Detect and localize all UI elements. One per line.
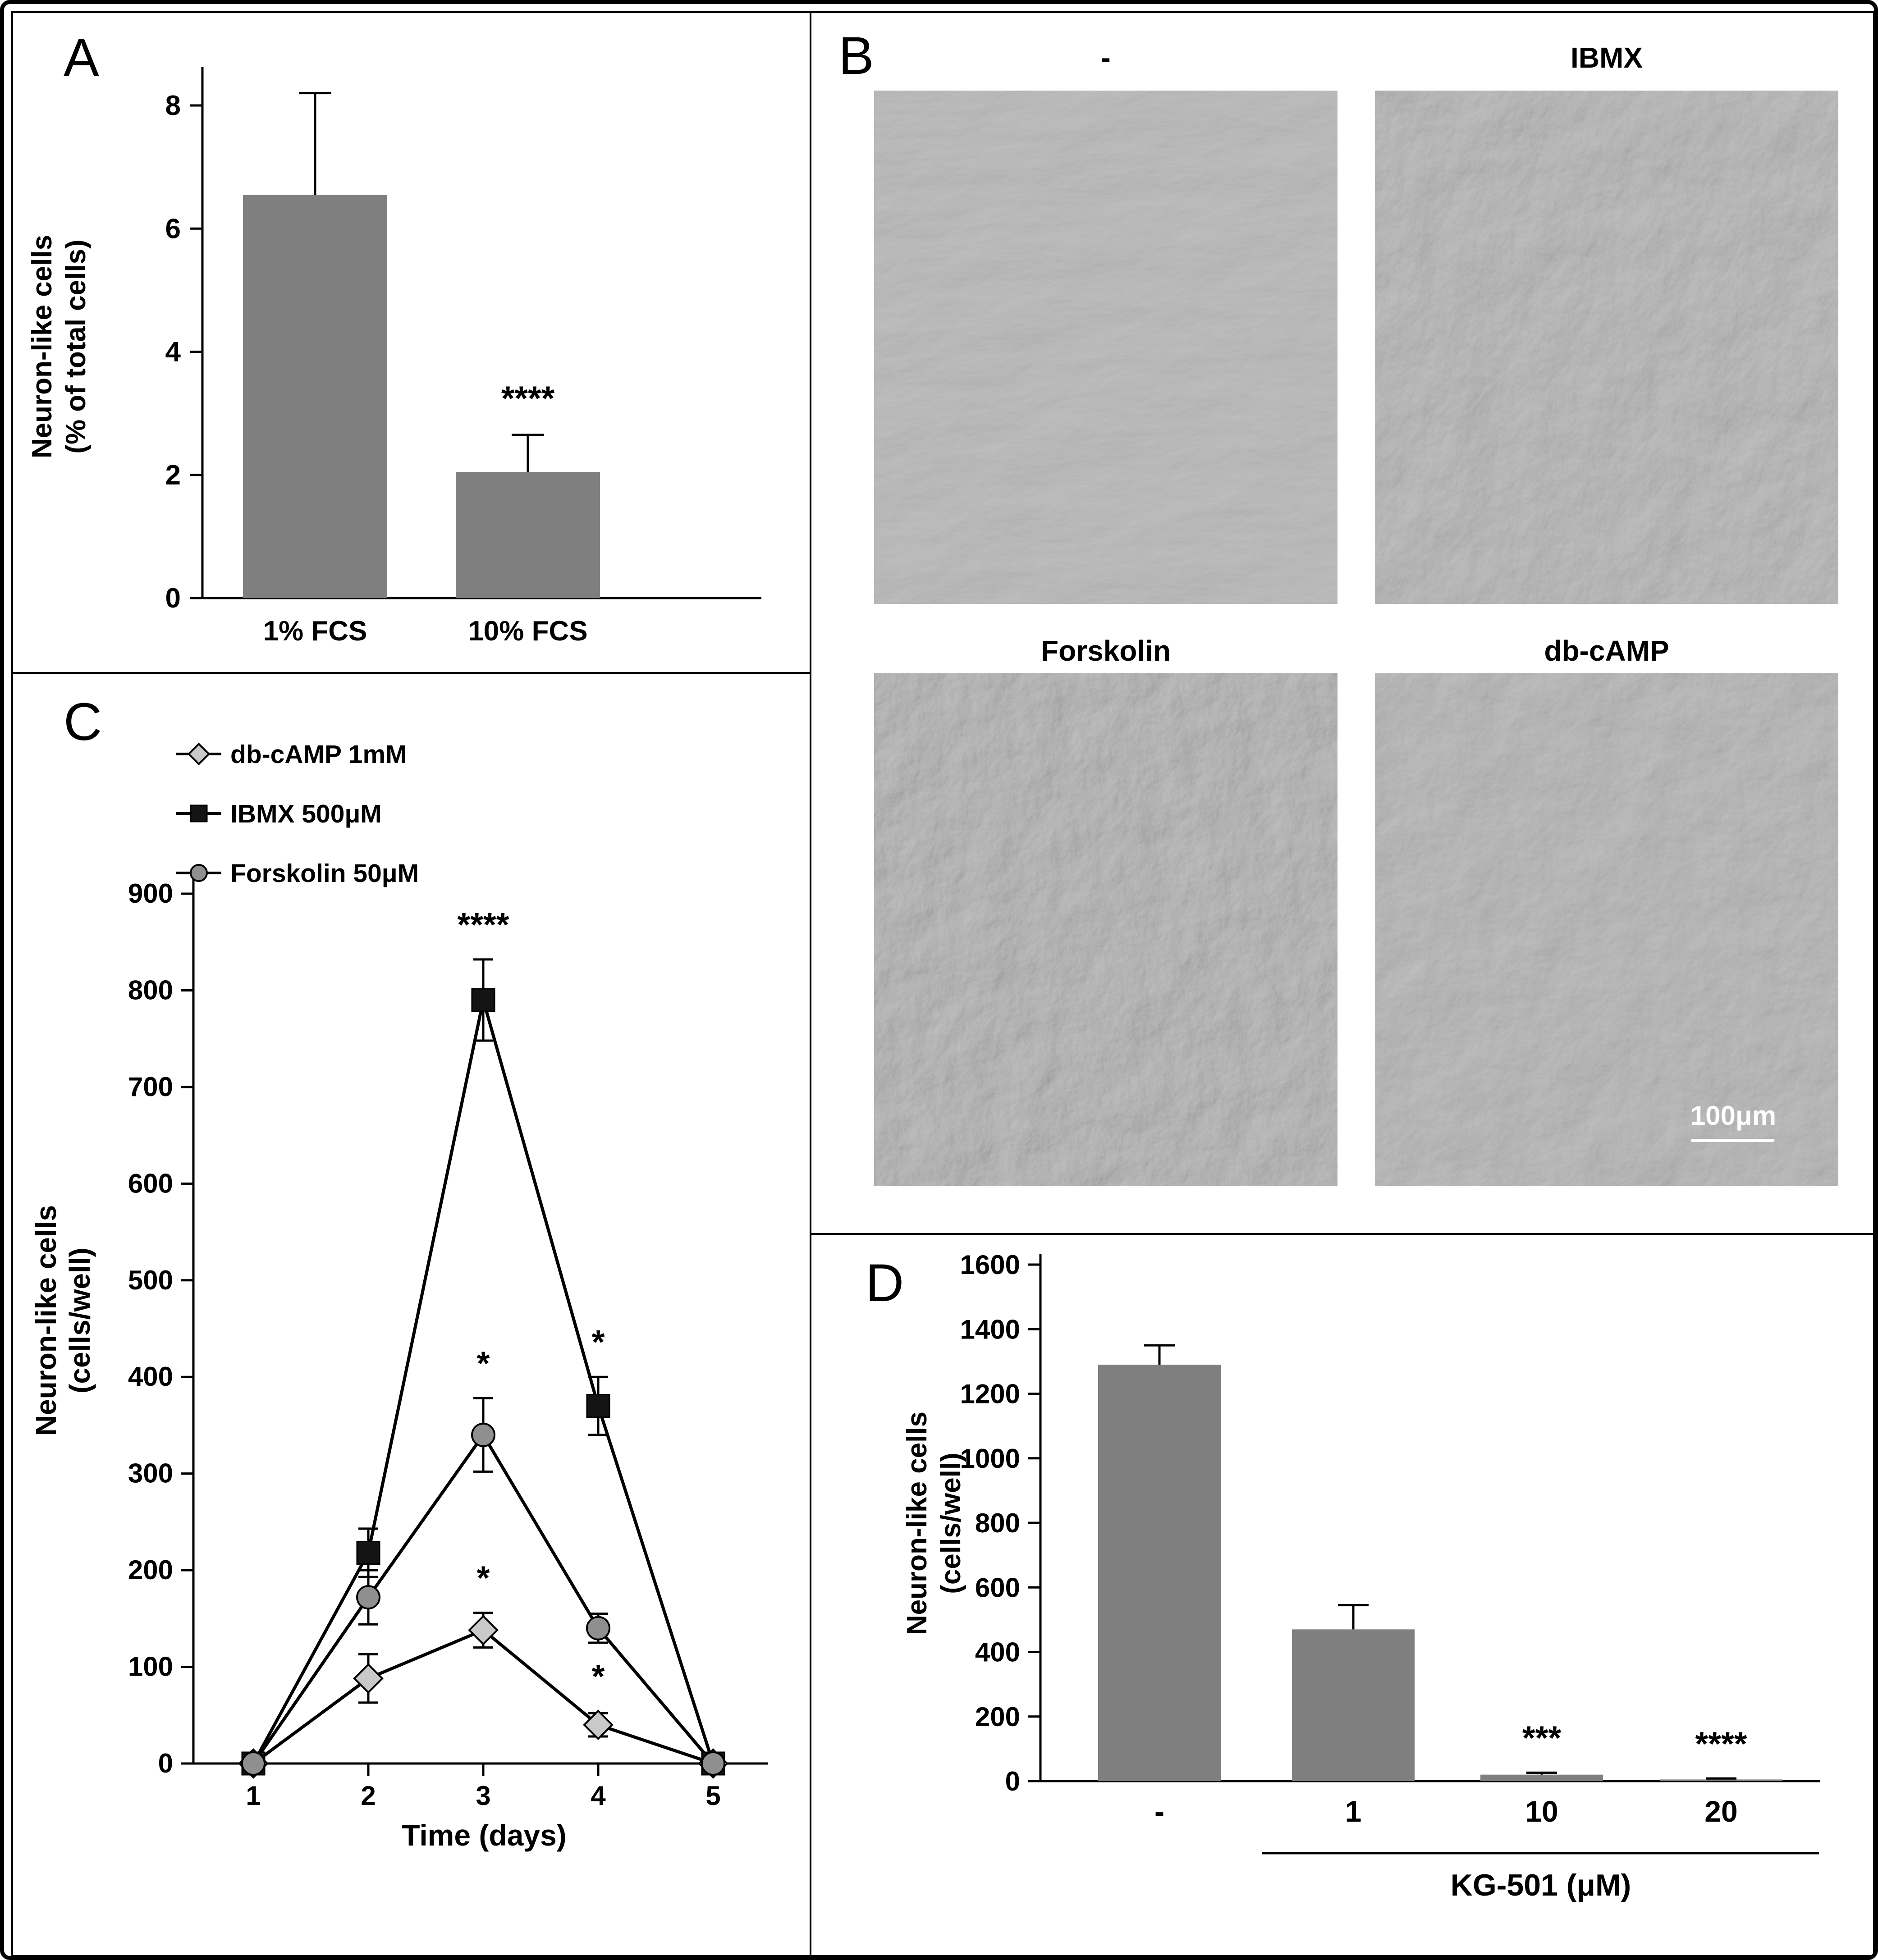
- svg-text:800: 800: [128, 975, 173, 1005]
- scale-bar: [1691, 1139, 1774, 1142]
- svg-text:Neuron-like cells: Neuron-like cells: [902, 1412, 933, 1635]
- micrograph-forskolin: [874, 673, 1338, 1186]
- svg-text:2: 2: [361, 1781, 376, 1811]
- panel-b: B - IBMX Forskolin db-cAMP 100μm: [810, 11, 1874, 1235]
- panel-d-letter: D: [866, 1253, 904, 1313]
- svg-text:1: 1: [1345, 1795, 1362, 1828]
- svg-text:400: 400: [975, 1637, 1020, 1668]
- svg-text:600: 600: [128, 1168, 173, 1198]
- micrograph-label-ibmx: IBMX: [1571, 41, 1643, 74]
- svg-text:700: 700: [128, 1072, 173, 1102]
- svg-text:100: 100: [128, 1652, 173, 1682]
- svg-text:*: *: [477, 1344, 490, 1382]
- panel-d: D 0 200 400 600 800 1000 1200 1400 1600 - 1 10 *** 20…: [810, 1233, 1874, 1956]
- svg-text:4: 4: [591, 1781, 606, 1811]
- svg-text:4: 4: [165, 337, 181, 368]
- svg-text:1200: 1200: [960, 1379, 1020, 1409]
- svg-text:500: 500: [128, 1265, 173, 1295]
- svg-text:1400: 1400: [960, 1314, 1020, 1344]
- svg-text:200: 200: [975, 1702, 1020, 1732]
- svg-text:2: 2: [165, 460, 181, 491]
- svg-text:1: 1: [246, 1781, 261, 1811]
- svg-text:****: ****: [501, 379, 555, 418]
- svg-text:KG-501 (μM): KG-501 (μM): [1451, 1868, 1631, 1902]
- svg-text:(cells/well): (cells/well): [64, 1247, 96, 1393]
- svg-text:1% FCS: 1% FCS: [263, 616, 367, 647]
- svg-text:400: 400: [128, 1361, 173, 1392]
- svg-text:-: -: [1154, 1795, 1164, 1828]
- svg-text:0: 0: [165, 583, 181, 614]
- scale-bar-label: 100μm: [1690, 1101, 1777, 1131]
- micrograph-label-forskolin: Forskolin: [1040, 635, 1171, 667]
- panel-a-bar-chart: 0 2 4 6 8 1% FCS 10% FCS **** Neuron-like cells(…: [27, 67, 761, 647]
- svg-text:*: *: [592, 1323, 605, 1361]
- svg-text:(% of total cells): (% of total cells): [60, 239, 92, 453]
- micrograph-ibmx: [1375, 91, 1838, 604]
- svg-text:Time (days): Time (days): [402, 1818, 567, 1852]
- svg-text:8: 8: [165, 90, 181, 121]
- svg-text:10% FCS: 10% FCS: [468, 616, 587, 647]
- svg-text:0: 0: [158, 1748, 173, 1778]
- panel-a: A 0 2 4 6 8 1% FCS 10% FCS **** Neuron-like cell…: [11, 11, 811, 674]
- micrograph-dbcamp: [1375, 673, 1838, 1186]
- svg-text:1600: 1600: [960, 1250, 1020, 1280]
- svg-text:20: 20: [1704, 1795, 1737, 1828]
- svg-text:5: 5: [705, 1781, 720, 1811]
- svg-text:900: 900: [128, 878, 173, 909]
- panel-c: C 0 100 200 300 400 500 600 700 800 900 1 2 3 4 5 * ****…: [11, 672, 811, 1956]
- micrograph-control: [874, 91, 1338, 604]
- svg-text:1000: 1000: [960, 1444, 1020, 1474]
- svg-text:db-cAMP 1mM: db-cAMP 1mM: [230, 740, 407, 769]
- panel-d-bar-chart: 0 200 400 600 800 1000 1200 1400 1600 - 1 10 *** 20 **…: [902, 1250, 1820, 1902]
- svg-text:Neuron-like cells: Neuron-like cells: [30, 1205, 62, 1436]
- svg-text:*: *: [477, 1559, 490, 1596]
- svg-text:*: *: [592, 1658, 605, 1695]
- svg-text:10: 10: [1525, 1795, 1558, 1828]
- panel-a-letter: A: [64, 28, 99, 87]
- svg-text:****: ****: [457, 906, 509, 943]
- svg-text:0: 0: [1005, 1766, 1020, 1796]
- svg-text:(cells/well): (cells/well): [935, 1453, 966, 1594]
- svg-text:Neuron-like cells: Neuron-like cells: [27, 235, 58, 458]
- panel-b-letter: B: [838, 26, 874, 86]
- panel-c-letter: C: [64, 692, 102, 752]
- svg-text:200: 200: [128, 1555, 173, 1585]
- micrograph-label-control: -: [1101, 41, 1111, 74]
- svg-text:Forskolin 50μM: Forskolin 50μM: [230, 859, 419, 888]
- svg-text:600: 600: [975, 1572, 1020, 1603]
- svg-text:800: 800: [975, 1508, 1020, 1538]
- svg-text:***: ***: [1522, 1719, 1562, 1756]
- svg-text:3: 3: [476, 1781, 490, 1811]
- svg-text:6: 6: [165, 213, 181, 244]
- svg-text:300: 300: [128, 1458, 173, 1489]
- svg-text:IBMX 500μM: IBMX 500μM: [230, 800, 382, 828]
- micrograph-label-dbcamp: db-cAMP: [1544, 635, 1669, 667]
- svg-text:****: ****: [1695, 1725, 1747, 1762]
